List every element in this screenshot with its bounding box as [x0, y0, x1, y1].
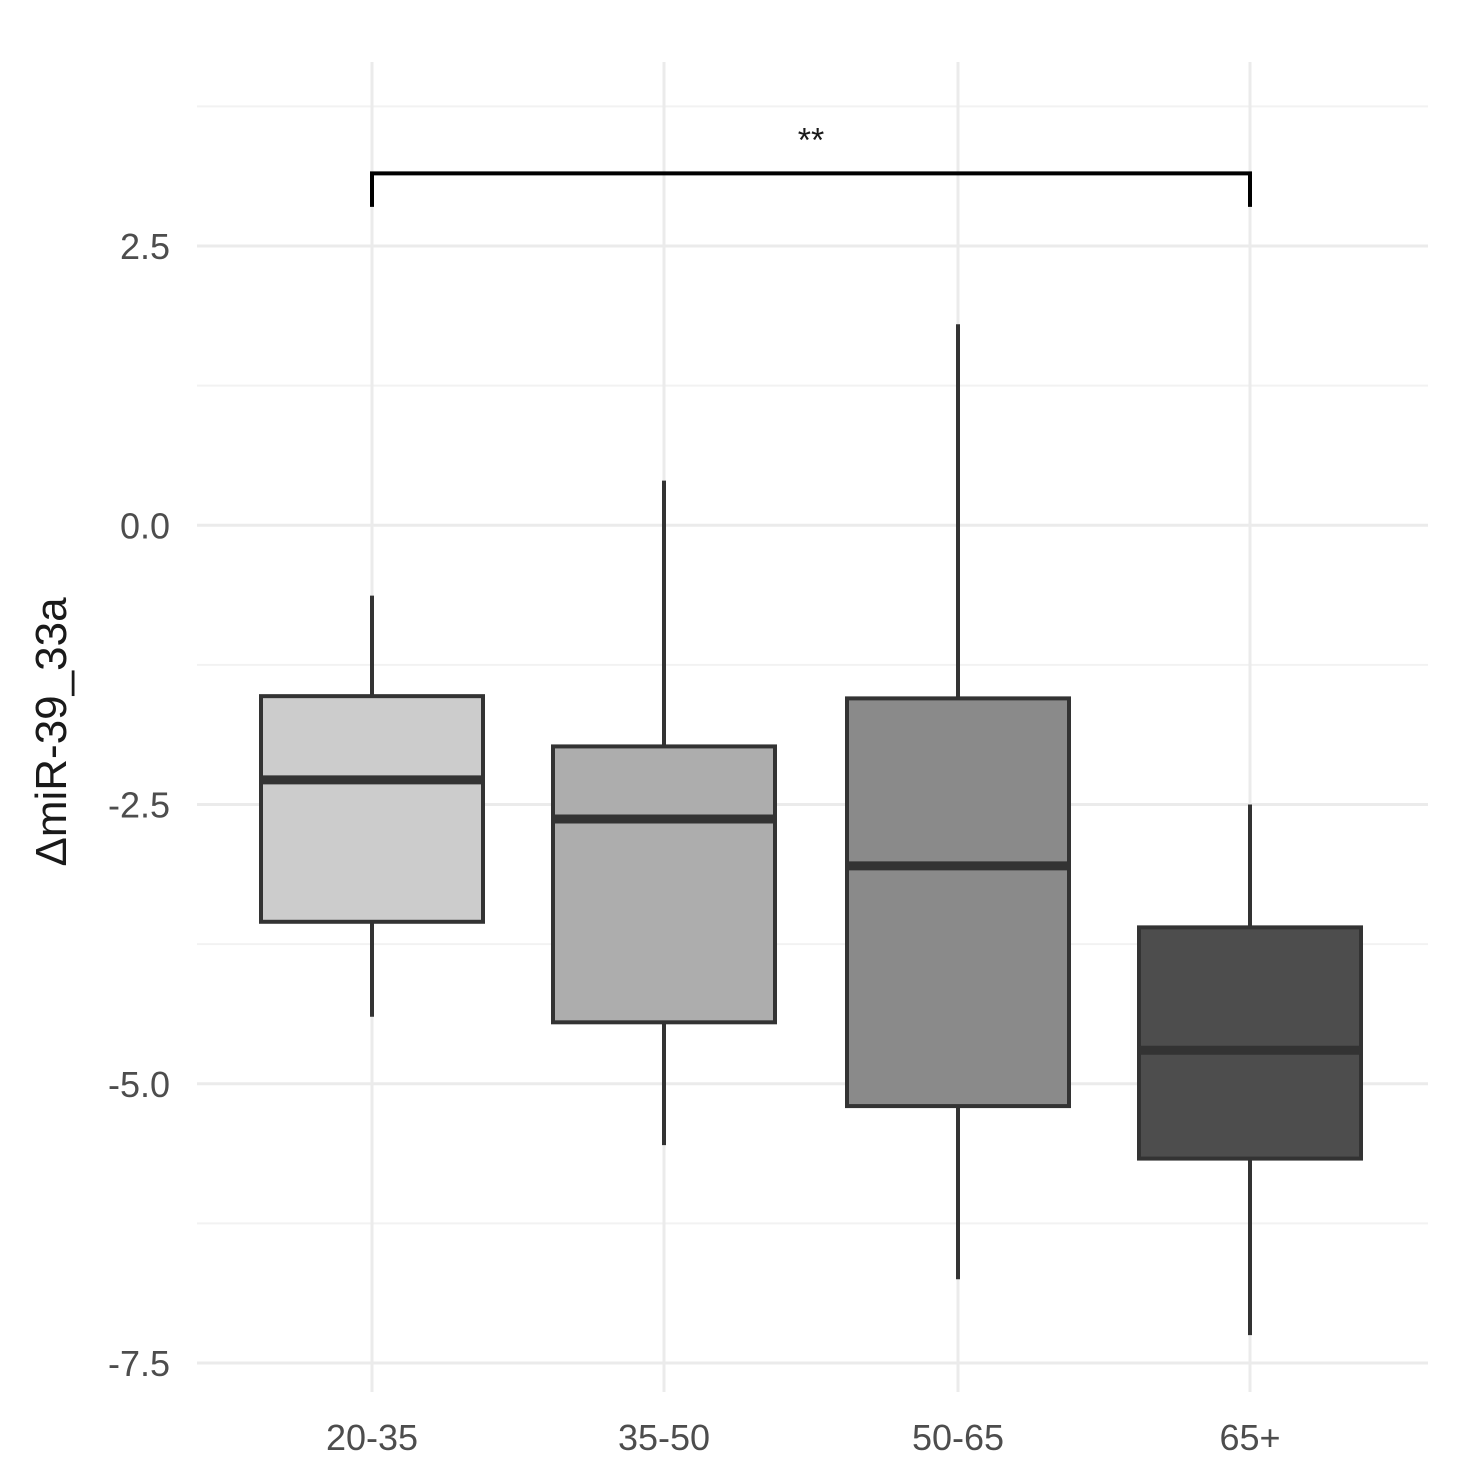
box-iqr — [551, 744, 777, 1025]
y-tick-label: 0.0 — [120, 505, 170, 546]
y-axis-ticks: 2.5 0.0 -2.5 -5.0 -7.5 — [108, 226, 170, 1384]
y-tick-label: 2.5 — [120, 226, 170, 267]
box-iqr — [259, 694, 485, 924]
x-tick-label: 35-50 — [618, 1417, 710, 1458]
x-tick-label: 50-65 — [912, 1417, 1004, 1458]
x-axis-ticks: 20-35 35-50 50-65 65+ — [326, 1417, 1281, 1458]
x-tick-label: 65+ — [1219, 1417, 1280, 1458]
box-group — [259, 324, 1363, 1336]
x-tick-label: 20-35 — [326, 1417, 418, 1458]
box-iqr — [845, 696, 1071, 1109]
box-20-35 — [259, 595, 485, 1017]
y-tick-label: -2.5 — [108, 785, 170, 826]
y-tick-label: -7.5 — [108, 1343, 170, 1384]
y-tick-label: -5.0 — [108, 1064, 170, 1105]
significance-bracket: ** — [370, 121, 1252, 207]
box-65+ — [1137, 804, 1363, 1336]
annotation-group: ** — [370, 121, 1252, 207]
box-35-50 — [551, 480, 777, 1146]
significance-label: ** — [798, 121, 824, 159]
bracket-line — [370, 171, 1252, 207]
box-50-65 — [845, 324, 1071, 1280]
y-axis-title: ΔmiR-39_33a — [27, 597, 76, 867]
box-iqr — [1137, 925, 1363, 1161]
